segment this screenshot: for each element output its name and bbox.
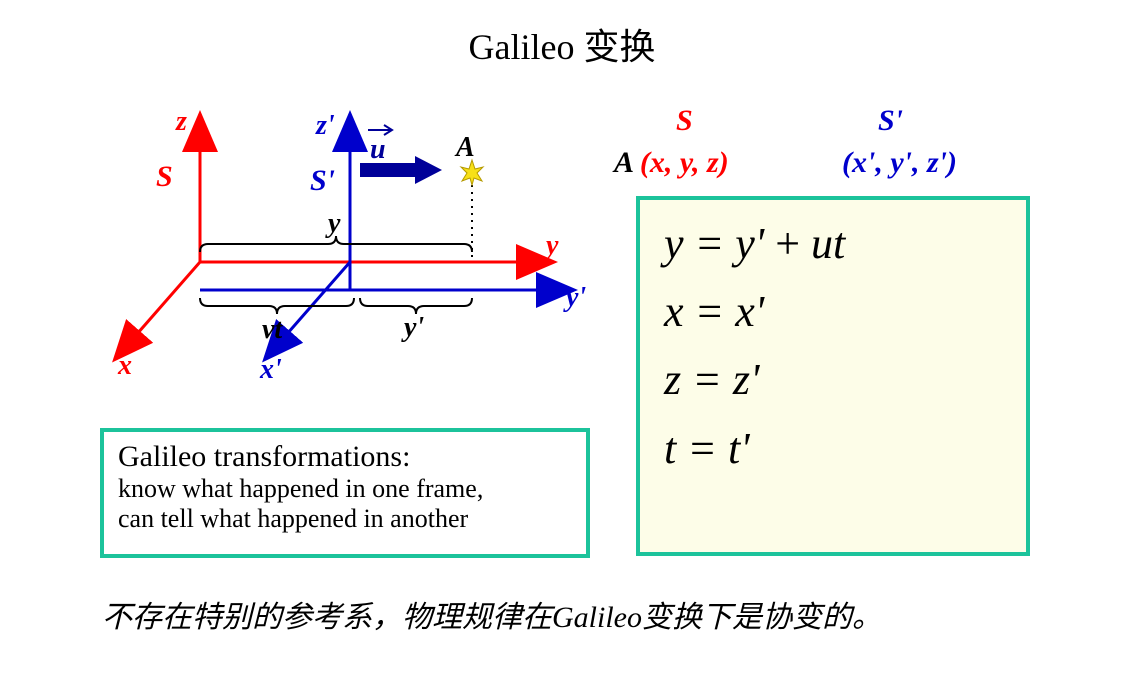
explain-title: Galileo transformations:	[118, 440, 572, 474]
header-s-coords: A (x, y, z)	[614, 146, 729, 180]
bottom-conclusion: 不存在特别的参考系，物理规律在Galileo变换下是协变的。	[102, 592, 882, 636]
explain-line1: know what happened in one frame,	[118, 474, 572, 504]
explain-line2: can tell what happened in another	[118, 504, 572, 534]
eq-line-3: z = z'	[664, 346, 1002, 414]
page-root: Galileo 变换	[0, 0, 1124, 675]
label-brace-y: y	[325, 208, 341, 239]
header-s-xyz: (x, y, z)	[640, 146, 729, 179]
label-brace-yp: y'	[401, 312, 424, 343]
axis-s-x	[116, 262, 200, 358]
equations-box: y = y' + ut x = x' z = z' t = t'	[636, 196, 1030, 556]
label-brace-vt: vt	[262, 314, 283, 345]
header-sp-title: S'	[878, 104, 903, 138]
header-a: A	[614, 146, 640, 179]
label-s: S	[156, 160, 173, 193]
label-sp-z: z'	[315, 110, 335, 141]
coordinate-diagram: z S y x z' S' y' x' u A y vt y'	[0, 0, 620, 400]
label-s-z: z	[175, 106, 187, 137]
label-sp-y: y'	[563, 282, 586, 313]
eq-line-2: x = x'	[664, 278, 1002, 346]
label-s-y: y	[543, 230, 559, 261]
label-u: u	[370, 134, 386, 165]
header-s-title: S	[676, 104, 693, 138]
label-sp-x: x'	[259, 354, 282, 385]
label-a: A	[454, 132, 475, 163]
brace-vt	[200, 298, 354, 314]
eq-line-4: t = t'	[664, 415, 1002, 483]
header-sp-coords: (x', y', z')	[842, 146, 957, 180]
point-a-star	[461, 160, 483, 185]
explain-box: Galileo transformations: know what happe…	[100, 428, 590, 558]
label-sp: S'	[310, 164, 335, 197]
eq-line-1: y = y' + ut	[664, 210, 1002, 278]
label-s-x: x	[117, 350, 132, 381]
